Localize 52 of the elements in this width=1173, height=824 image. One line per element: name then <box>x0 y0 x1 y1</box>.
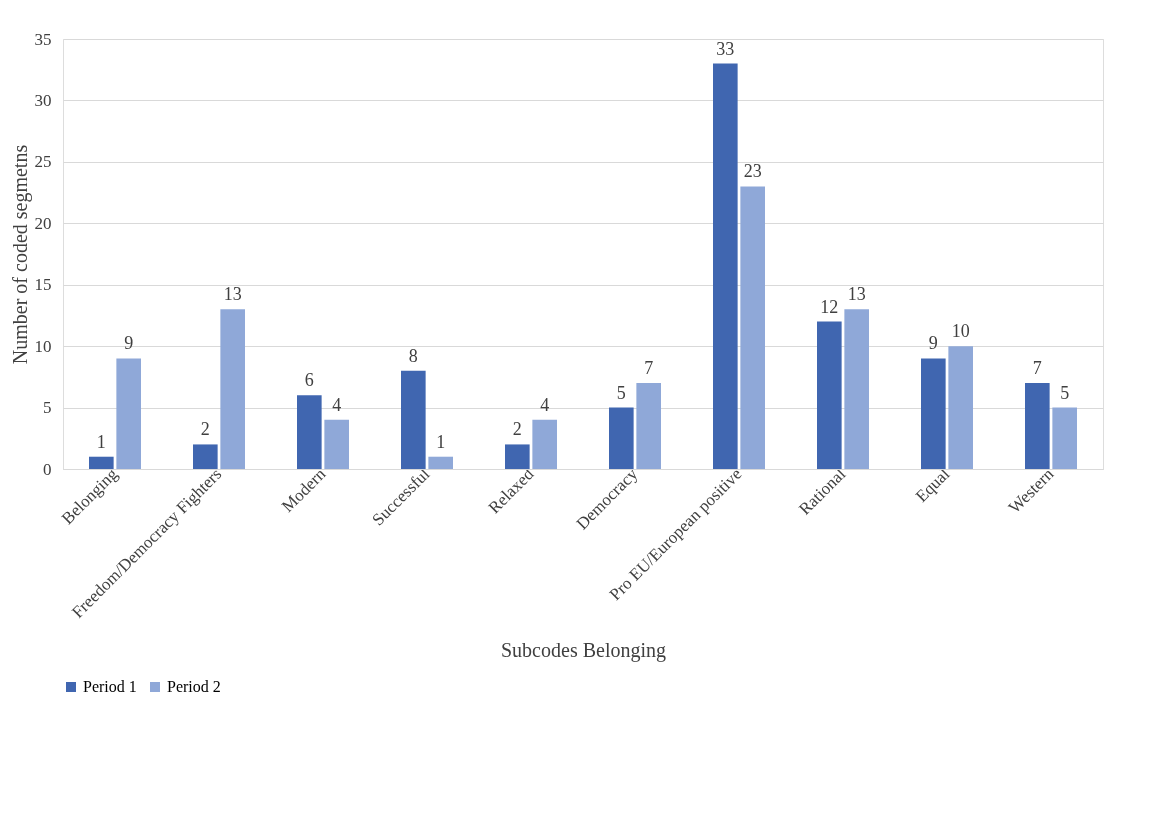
y-tick-label: 20 <box>34 213 52 233</box>
data-label: 2 <box>512 419 522 440</box>
data-label: 2 <box>200 419 210 440</box>
bar <box>505 444 530 469</box>
bar <box>1025 383 1050 469</box>
data-label: 9 <box>124 333 134 354</box>
bar <box>297 395 322 469</box>
y-axis-title: Number of coded segmetns <box>8 144 32 365</box>
data-label: 33 <box>716 38 735 59</box>
bar <box>220 309 245 469</box>
data-label: 13 <box>223 284 242 305</box>
data-label: 5 <box>616 382 626 403</box>
x-axis-title: Subcodes Belonging <box>501 639 666 663</box>
bar <box>324 419 349 469</box>
data-label: 1 <box>96 431 106 452</box>
y-tick-label: 0 <box>43 459 52 479</box>
data-label: 7 <box>644 358 654 378</box>
bar <box>713 63 738 469</box>
bar <box>921 358 946 469</box>
y-tick-label: 5 <box>43 398 52 418</box>
legend-label: Period 1 <box>83 678 137 695</box>
bar <box>193 444 218 469</box>
data-label: 10 <box>951 321 970 342</box>
bar <box>401 370 426 469</box>
y-tick-label: 15 <box>34 275 52 295</box>
legend-label: Period 2 <box>167 678 221 695</box>
bar <box>1052 407 1077 469</box>
data-label: 13 <box>847 284 866 305</box>
bar <box>817 321 842 469</box>
data-label: 4 <box>540 394 550 415</box>
bar <box>609 407 634 469</box>
bar <box>740 186 765 469</box>
data-label: 9 <box>928 333 938 354</box>
data-label: 8 <box>408 345 418 366</box>
data-label: 23 <box>743 161 762 182</box>
bar <box>844 309 869 469</box>
y-tick-label: 30 <box>34 90 52 110</box>
bar <box>89 456 114 469</box>
y-tick-label: 10 <box>34 336 52 356</box>
bar <box>636 383 661 469</box>
data-label: 4 <box>332 394 342 415</box>
y-tick-label: 25 <box>34 152 52 172</box>
data-label: 1 <box>436 431 446 452</box>
data-label: 6 <box>304 370 314 391</box>
bar <box>532 419 557 469</box>
bar <box>948 346 973 469</box>
bar <box>116 358 141 469</box>
data-label: 7 <box>1032 358 1042 378</box>
y-tick-label: 35 <box>34 29 52 49</box>
data-label: 5 <box>1060 382 1070 403</box>
bar <box>428 456 453 469</box>
data-label: 12 <box>820 296 839 317</box>
